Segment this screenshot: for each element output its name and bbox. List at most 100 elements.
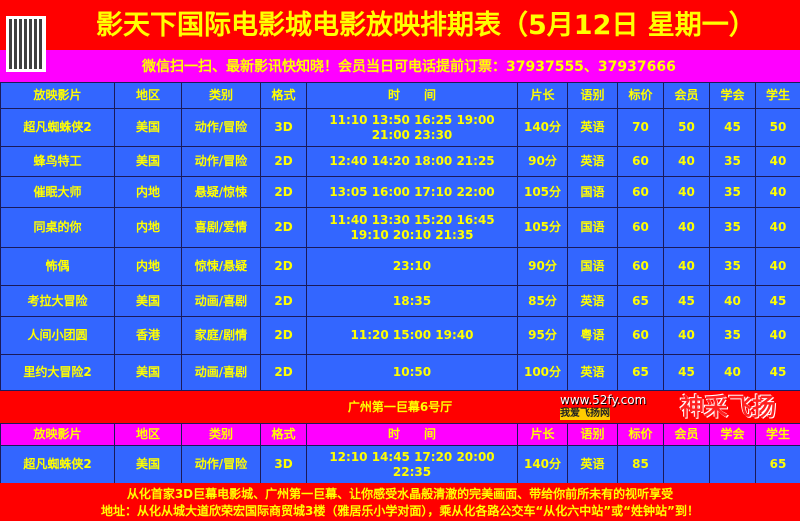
qr-code[interactable]: [6, 16, 46, 72]
table-cell: 动作/冒险: [181, 108, 261, 147]
watermark-logo: 神采飞扬: [680, 393, 776, 421]
table-cell: 90分: [517, 146, 568, 177]
table-cell: 40: [663, 207, 710, 248]
header-row: 放映影片 地区 类别 格式时 间片长 语别 标价 会员 学会 学生: [0, 423, 800, 446]
table-row: 超凡蜘蛛侠2 美国 动作/冒险 3D 11:10 13:50 16:25 19:00 2…: [0, 108, 800, 147]
table-cell: 惊悚/悬疑: [181, 247, 261, 286]
table-cell: 45: [755, 354, 800, 391]
table-cell: 2D: [260, 207, 307, 248]
table-cell: 里约大冒险2: [0, 354, 115, 391]
table-cell: 10:50: [306, 354, 518, 391]
table-cell: 2D: [260, 354, 307, 391]
column-header: 格式: [260, 423, 307, 446]
table-row: 催眠大师 内地 悬疑/惊悚 2D 13:05 16:00 17:10 22:00 105分…: [0, 176, 800, 208]
column-header: 放映影片: [0, 82, 115, 109]
table-cell: 英语: [567, 146, 618, 177]
table-row: 怖偶 内地 惊悚/悬疑 2D 23:10 90分 国语 60 40 35 40: [0, 247, 800, 286]
table-cell: 18:35: [306, 285, 518, 317]
table-cell: 40: [755, 316, 800, 355]
table-cell: 内地: [114, 176, 182, 208]
table-cell: 美国: [114, 445, 182, 484]
table-cell: 40: [663, 247, 710, 286]
table-cell: 35: [709, 176, 756, 208]
table-cell: 35: [709, 146, 756, 177]
table-cell: 国语: [567, 176, 618, 208]
table-cell: 内地: [114, 207, 182, 248]
table-cell: 85分: [517, 285, 568, 317]
table-row: 考拉大冒险 美国 动画/喜剧 2D 18:35 85分 英语 65 45 40 45: [0, 285, 800, 317]
hall-schedule-table: 放映影片 地区 类别 格式时 间片长 语别 标价 会员 学会 学生 超凡蜘蛛侠2 美国 动作/冒险 3D…: [0, 423, 800, 484]
table-cell: 40: [709, 285, 756, 317]
table-cell: 90分: [517, 247, 568, 286]
table-cell: [663, 445, 710, 484]
table-row: 蜂鸟特工 美国 动作/冒险 2D 12:40 14:20 18:00 21:25 90分英…: [0, 146, 800, 177]
table-cell: 60: [617, 146, 664, 177]
table-cell: 140分: [517, 108, 568, 147]
table-cell: 23:10: [306, 247, 518, 286]
table-cell: 13:05 16:00 17:10 22:00: [306, 176, 518, 208]
table-cell: 3D: [260, 108, 307, 147]
table-cell: 美国: [114, 285, 182, 317]
table-cell: 内地: [114, 247, 182, 286]
footer-line-2: 地址：从化从城大道欣荣宏国际商贸城3楼（雅居乐小学对面），乘从化各路公交车“从化…: [101, 504, 699, 518]
table-cell: 60: [617, 207, 664, 248]
table-row: 人间小团圆 香港 家庭/剧情 2D 11:20 15:00 19:40 95分 粤语 60 40…: [0, 316, 800, 355]
column-header: 会员: [663, 82, 710, 109]
page-title: 影天下国际电影城电影放映排期表（5月12日 星期一）: [0, 0, 800, 50]
column-header: 标价: [617, 423, 664, 446]
column-header: 类别: [181, 82, 261, 109]
table-cell: 动作/冒险: [181, 445, 261, 484]
table-cell: 65: [617, 285, 664, 317]
table-cell: 2D: [260, 146, 307, 177]
table-cell: 英语: [567, 445, 618, 484]
table-cell: 考拉大冒险: [0, 285, 115, 317]
watermark-slogan: 我爱飞扬网: [560, 408, 610, 420]
table-cell: 40: [663, 316, 710, 355]
table-cell: 2D: [260, 285, 307, 317]
table-cell: 35: [709, 316, 756, 355]
column-header: 片长: [517, 82, 568, 109]
column-header: 片长: [517, 423, 568, 446]
table-cell: 85: [617, 445, 664, 484]
table-cell: 香港: [114, 316, 182, 355]
table-cell: 英语: [567, 285, 618, 317]
table-cell: 超凡蜘蛛侠2: [0, 445, 115, 484]
table-cell: 105分: [517, 207, 568, 248]
table-row: 同桌的你 内地 喜剧/爱情 2D 11:40 13:30 15:20 16:45 19:…: [0, 207, 800, 248]
table-cell: 45: [663, 354, 710, 391]
watermark-url: www.52fy.com: [560, 393, 647, 407]
table-cell: 95分: [517, 316, 568, 355]
table-cell: 60: [617, 316, 664, 355]
table-cell: 国语: [567, 247, 618, 286]
table-row: 里约大冒险2 美国 动画/喜剧 2D 10:50 100分 英语 65 45 40 45: [0, 354, 800, 391]
column-header: 时 间: [306, 423, 518, 446]
column-header: 学生: [755, 82, 800, 109]
column-header: 格式: [260, 82, 307, 109]
table-cell: 35: [709, 247, 756, 286]
table-cell: 2D: [260, 247, 307, 286]
table-cell: 50: [663, 108, 710, 147]
table-cell: 35: [709, 207, 756, 248]
table-cell: 140分: [517, 445, 568, 484]
table-cell: 粤语: [567, 316, 618, 355]
table-cell: 70: [617, 108, 664, 147]
table-cell: 40: [709, 354, 756, 391]
table-cell: 45: [663, 285, 710, 317]
table-cell: 美国: [114, 108, 182, 147]
table-cell: 40: [755, 176, 800, 208]
footer: 从化首家3D巨幕电影城、广州第一巨幕、让你感受水晶般清澈的完美画面、带给你前所未…: [0, 483, 800, 521]
table-cell: 催眠大师: [0, 176, 115, 208]
column-header: 标价: [617, 82, 664, 109]
table-cell: 105分: [517, 176, 568, 208]
column-header: 学会: [709, 423, 756, 446]
table-cell: 美国: [114, 354, 182, 391]
header-row: 放映影片 地区 类别 格式时 间片长 语别 标价 会员 学会 学生: [0, 82, 800, 109]
column-header: 语别: [567, 423, 618, 446]
table-cell: 11:40 13:30 15:20 16:45 19:10 20:10 21:3…: [306, 207, 518, 248]
table-cell: 3D: [260, 445, 307, 484]
table-cell: 2D: [260, 316, 307, 355]
table-cell: 60: [617, 176, 664, 208]
schedule-table: 放映影片 地区 类别 格式时 间片长 语别 标价 会员 学会 学生 超凡蜘蛛侠2 美国 动作/冒险 3D…: [0, 82, 800, 391]
table-cell: 怖偶: [0, 247, 115, 286]
column-header: 学生: [755, 423, 800, 446]
